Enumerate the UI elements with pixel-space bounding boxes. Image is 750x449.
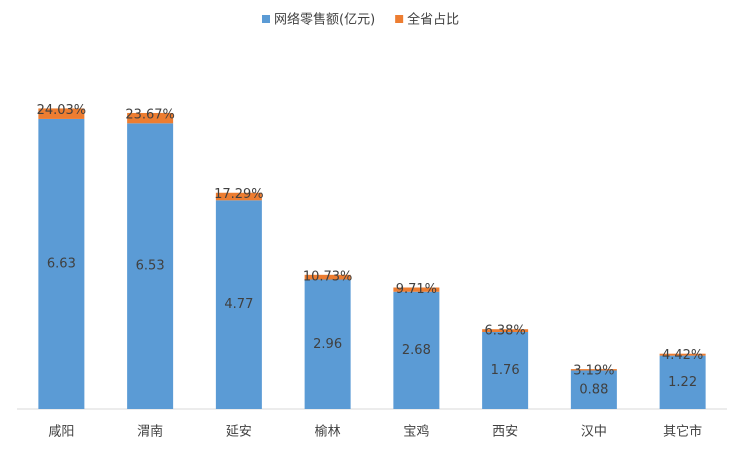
bar-segment [659, 353, 706, 356]
data-label: 2.96 [313, 337, 342, 352]
x-tick-label: 咸阳 [48, 425, 74, 440]
data-label: 23.67% [125, 107, 175, 122]
data-label: 3.19% [573, 364, 614, 379]
x-tick-label: 其它市 [663, 424, 702, 440]
legend-swatch [262, 15, 270, 23]
data-label: 6.53 [136, 259, 165, 274]
bar-segment [127, 112, 174, 124]
bar-segment [570, 369, 617, 371]
bar-segment [659, 355, 706, 409]
data-label: 9.71% [396, 282, 437, 297]
data-label: 17.29% [214, 187, 264, 202]
bar-segment [393, 287, 440, 292]
data-label: 4.42% [662, 348, 703, 363]
legend-swatch [395, 15, 404, 23]
data-label: 0.88 [579, 382, 608, 397]
data-label: 6.63 [47, 256, 76, 271]
x-tick-label: 汉中 [581, 425, 607, 440]
bar-segment [570, 370, 617, 409]
x-tick-label: 榆林 [315, 425, 341, 440]
bar-segment [215, 200, 262, 409]
data-label: 1.76 [491, 363, 520, 378]
data-label: 4.77 [224, 297, 253, 312]
data-label: 6.38% [484, 324, 525, 339]
bar-segment [304, 279, 351, 409]
bar-segment [482, 332, 529, 409]
legend-label: 全省占比 [407, 12, 459, 28]
bar-segment [127, 123, 174, 409]
bar-segment [38, 118, 85, 409]
legend-label: 网络零售额(亿元) [274, 12, 375, 28]
x-tick-label: 延安 [226, 425, 252, 440]
data-label: 24.03% [37, 103, 87, 118]
data-label: 1.22 [668, 375, 697, 390]
data-label: 2.68 [402, 343, 431, 358]
x-tick-label: 西安 [492, 425, 518, 440]
bar-segment [393, 291, 440, 409]
bar-segment [304, 274, 351, 280]
bar-segment [38, 108, 85, 119]
bar-segment [215, 192, 262, 201]
data-label: 10.73% [303, 269, 353, 284]
x-tick-label: 渭南 [137, 424, 163, 440]
x-tick-label: 宝鸡 [403, 424, 429, 440]
bar-segment [482, 329, 529, 332]
